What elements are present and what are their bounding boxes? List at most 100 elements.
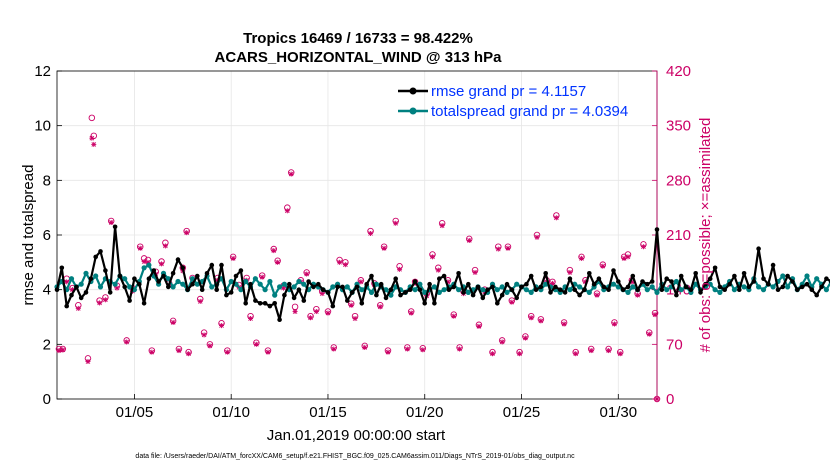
obs-assimilated-point <box>553 215 559 221</box>
obs-assimilated-point <box>219 323 225 329</box>
obs-markers <box>55 114 661 403</box>
series-point-rmse <box>766 281 771 287</box>
series-point-rmse <box>441 273 447 279</box>
series-point-rmse <box>509 287 515 293</box>
obs-possible-point <box>653 395 661 403</box>
series-point-totalspread <box>741 284 747 290</box>
obs-assimilated-point <box>124 339 130 345</box>
series-point-totalspread <box>625 289 631 295</box>
obs-assimilated-point <box>342 262 348 268</box>
series-point-rmse <box>664 276 669 282</box>
series-point-totalspread <box>528 289 534 295</box>
obs-assimilated-point <box>91 141 97 147</box>
y-axis-left: 0 2 4 6 8 10 12 <box>34 63 62 408</box>
series-point-rmse <box>243 301 248 306</box>
x-tick-label: 01/30 <box>600 404 638 421</box>
series-point-totalspread <box>267 278 273 285</box>
series-point-rmse <box>606 287 611 293</box>
series-point-rmse <box>504 281 510 287</box>
chart-title-line-1: Tropics 16469 / 16733 = 98.422% <box>243 30 473 47</box>
series-point-totalspread <box>228 278 234 285</box>
obs-assimilated-point <box>275 259 281 265</box>
obs-assimilated-point <box>201 332 207 338</box>
obs-assimilated-point <box>304 271 310 277</box>
series-point-rmse <box>514 295 519 301</box>
series-point-rmse <box>688 287 694 293</box>
series-point-totalspread <box>760 287 767 293</box>
obs-assimilated-point <box>337 259 343 265</box>
series-point-totalspread <box>359 287 365 293</box>
obs-assimilated-point <box>114 285 120 291</box>
y-right-tick-label: 420 <box>666 63 691 80</box>
series-point-totalspread <box>494 287 500 293</box>
obs-assimilated-point <box>308 315 314 321</box>
obs-assimilated-point <box>284 208 290 214</box>
series-point-totalspread <box>712 287 718 293</box>
series-point-totalspread <box>654 289 660 295</box>
series-point-rmse <box>378 281 384 287</box>
legend-rmse-label: rmse grand pr = 4.1157 <box>431 83 586 100</box>
series-point-totalspread <box>649 284 655 290</box>
obs-assimilated-point <box>348 302 354 308</box>
series-point-rmse <box>83 290 89 295</box>
series-point-rmse <box>287 281 292 287</box>
obs-assimilated-point <box>230 255 236 261</box>
obs-assimilated-point <box>654 396 660 402</box>
series-point-rmse <box>417 287 423 293</box>
series-point-totalspread <box>630 284 636 290</box>
series-point-rmse <box>432 301 437 306</box>
series-point-rmse <box>727 281 732 287</box>
series-point-rmse <box>282 292 287 298</box>
series-point-totalspread <box>112 281 118 287</box>
series-point-rmse <box>669 279 674 284</box>
series-point-rmse <box>228 290 234 295</box>
series-point-totalspread <box>277 284 283 290</box>
series-point-rmse <box>224 292 229 298</box>
x-tick-label: 01/15 <box>309 404 347 421</box>
y-tick-label: 10 <box>34 118 51 135</box>
series-point-rmse <box>185 287 190 293</box>
series-point-rmse <box>93 254 98 260</box>
obs-assimilated-point <box>102 297 108 303</box>
obs-assimilated-point <box>652 312 658 318</box>
series-point-rmse <box>369 273 374 279</box>
obs-assimilated-point <box>358 279 364 285</box>
series-point-rmse <box>562 290 568 295</box>
obs-assimilated-point <box>259 274 265 280</box>
series-point-rmse <box>582 287 587 293</box>
series-point-rmse <box>340 284 345 290</box>
obs-assimilated-point <box>435 267 441 273</box>
y-axis-right-label: # of obs: o=possible; ×=assimilated <box>697 118 714 353</box>
series-point-rmse <box>795 287 800 293</box>
series-point-totalspread <box>281 281 287 287</box>
series-point-rmse <box>180 265 186 271</box>
series-point-rmse <box>490 284 495 290</box>
y-tick-label: 6 <box>43 227 51 244</box>
series-point-rmse <box>475 284 481 290</box>
series-point-rmse <box>785 273 790 279</box>
series-point-rmse <box>214 287 219 293</box>
series-point-totalspread <box>664 287 670 293</box>
series-point-totalspread <box>141 265 147 271</box>
series-point-rmse <box>427 281 432 287</box>
obs-assimilated-point <box>89 135 95 141</box>
obs-assimilated-point <box>621 255 627 261</box>
chart-title-line-2: ACARS_HORIZONTAL_WIND @ 313 hPa <box>215 49 503 66</box>
series-point-totalspread <box>368 289 375 295</box>
series-point-rmse <box>737 287 742 293</box>
obs-assimilated-point <box>588 348 594 354</box>
series-point-rmse <box>780 284 786 290</box>
series-point-totalspread <box>504 289 510 295</box>
obs-assimilated-point <box>429 254 435 260</box>
series-point-rmse <box>393 276 399 282</box>
series-point-rmse <box>422 301 428 306</box>
series-point-totalspread <box>523 287 530 293</box>
series-point-rmse <box>54 287 60 293</box>
series-point-rmse <box>151 268 157 273</box>
series-point-rmse <box>635 287 640 293</box>
y-tick-label: 2 <box>43 336 51 353</box>
obs-assimilated-point <box>534 234 540 240</box>
y-right-tick-label: 0 <box>666 391 674 408</box>
series-point-totalspread <box>175 278 181 285</box>
obs-assimilated-point <box>331 346 337 352</box>
